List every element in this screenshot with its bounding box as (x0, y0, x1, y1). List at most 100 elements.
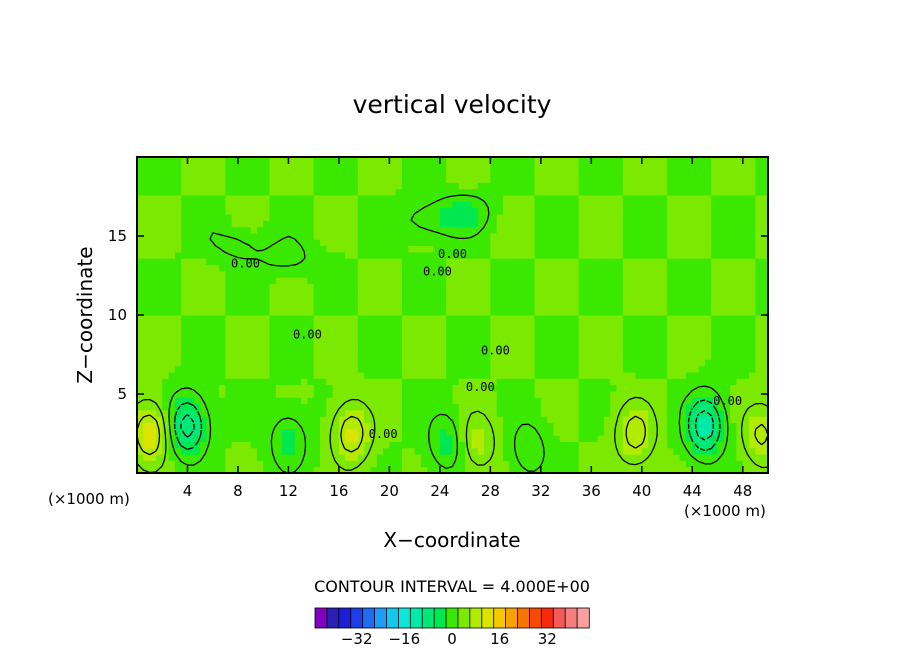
field-cell (395, 182, 403, 190)
field-cell (641, 163, 649, 171)
field-cell (528, 308, 536, 316)
field-cell (269, 371, 277, 379)
field-cell (559, 409, 567, 417)
field-cell (749, 340, 756, 348)
field-cell (490, 169, 498, 177)
field-cell (534, 333, 542, 341)
field-cell (597, 245, 605, 253)
field-cell (603, 277, 611, 284)
field-cell (162, 157, 170, 164)
field-cell (282, 188, 290, 196)
field-cell (439, 245, 447, 253)
field-cell (761, 226, 769, 234)
field-cell (212, 296, 220, 303)
field-cell (174, 390, 182, 398)
field-cell (420, 333, 428, 341)
field-cell (496, 447, 504, 455)
field-cell (502, 163, 510, 171)
field-cell (244, 378, 252, 386)
field-cell (698, 157, 706, 164)
field-cell (250, 194, 258, 202)
field-cell (452, 289, 460, 297)
field-cell (357, 213, 365, 221)
field-cell (143, 371, 151, 379)
field-cell (408, 175, 416, 183)
field-cell (742, 188, 750, 196)
field-cell (471, 296, 479, 303)
field-cell (496, 163, 504, 171)
field-cell (496, 289, 504, 297)
field-cell (231, 245, 239, 253)
field-cell (566, 239, 573, 247)
field-cell (509, 175, 517, 183)
field-cell (414, 175, 422, 183)
field-cell (610, 460, 618, 468)
field-cell (376, 352, 384, 360)
field-cell (307, 201, 315, 209)
field-cell (641, 289, 649, 297)
field-cell (193, 416, 201, 424)
field-cell (402, 308, 409, 316)
field-cell (200, 390, 208, 398)
field-cell (288, 232, 296, 240)
field-cell (603, 384, 611, 392)
field-cell (288, 157, 296, 164)
field-cell (383, 188, 390, 196)
field-cell (534, 441, 542, 449)
field-cell (263, 359, 271, 367)
field-cell (319, 258, 327, 266)
field-cell (275, 245, 283, 253)
field-cell (540, 220, 548, 228)
field-cell (408, 302, 416, 310)
field-cell (610, 454, 618, 461)
field-cell (528, 251, 536, 259)
field-cell (364, 454, 372, 461)
field-cell (294, 207, 302, 215)
field-cell (313, 416, 321, 424)
field-cell (181, 245, 189, 253)
field-cell (200, 365, 208, 373)
field-cell (477, 258, 485, 266)
field-cell (559, 188, 567, 196)
field-cell (755, 194, 763, 202)
field-cell (553, 175, 561, 183)
field-cell (301, 397, 308, 405)
field-cell (263, 182, 271, 190)
field-cell (622, 258, 630, 266)
field-cell (591, 333, 599, 341)
field-cell (654, 182, 662, 190)
field-cell (534, 251, 542, 259)
field-cell (723, 226, 731, 234)
field-cell (723, 289, 731, 297)
field-cell (635, 428, 643, 436)
field-cell (402, 245, 409, 253)
field-cell (692, 340, 700, 348)
field-cell (711, 447, 719, 455)
field-cell (193, 409, 201, 417)
field-cell (591, 371, 599, 379)
field-cell (244, 308, 252, 316)
field-cell (237, 194, 245, 202)
field-cell (667, 213, 674, 221)
field-cell (471, 390, 479, 398)
field-cell (502, 340, 510, 348)
field-cell (515, 226, 523, 234)
field-cell (717, 213, 725, 221)
field-cell (484, 289, 491, 297)
field-cell (509, 454, 517, 461)
field-cell (364, 194, 372, 202)
field-cell (452, 327, 460, 335)
field-cell (673, 466, 681, 474)
field-cell (244, 397, 252, 405)
field-cell (446, 163, 454, 171)
field-cell (679, 175, 687, 183)
field-cell (679, 460, 687, 468)
field-cell (263, 460, 271, 468)
field-cell (755, 277, 763, 284)
field-cell (168, 466, 176, 474)
field-cell (585, 163, 592, 171)
field-cell (143, 201, 151, 209)
field-cell (237, 409, 245, 417)
field-cell (660, 264, 668, 272)
field-cell (528, 416, 536, 424)
